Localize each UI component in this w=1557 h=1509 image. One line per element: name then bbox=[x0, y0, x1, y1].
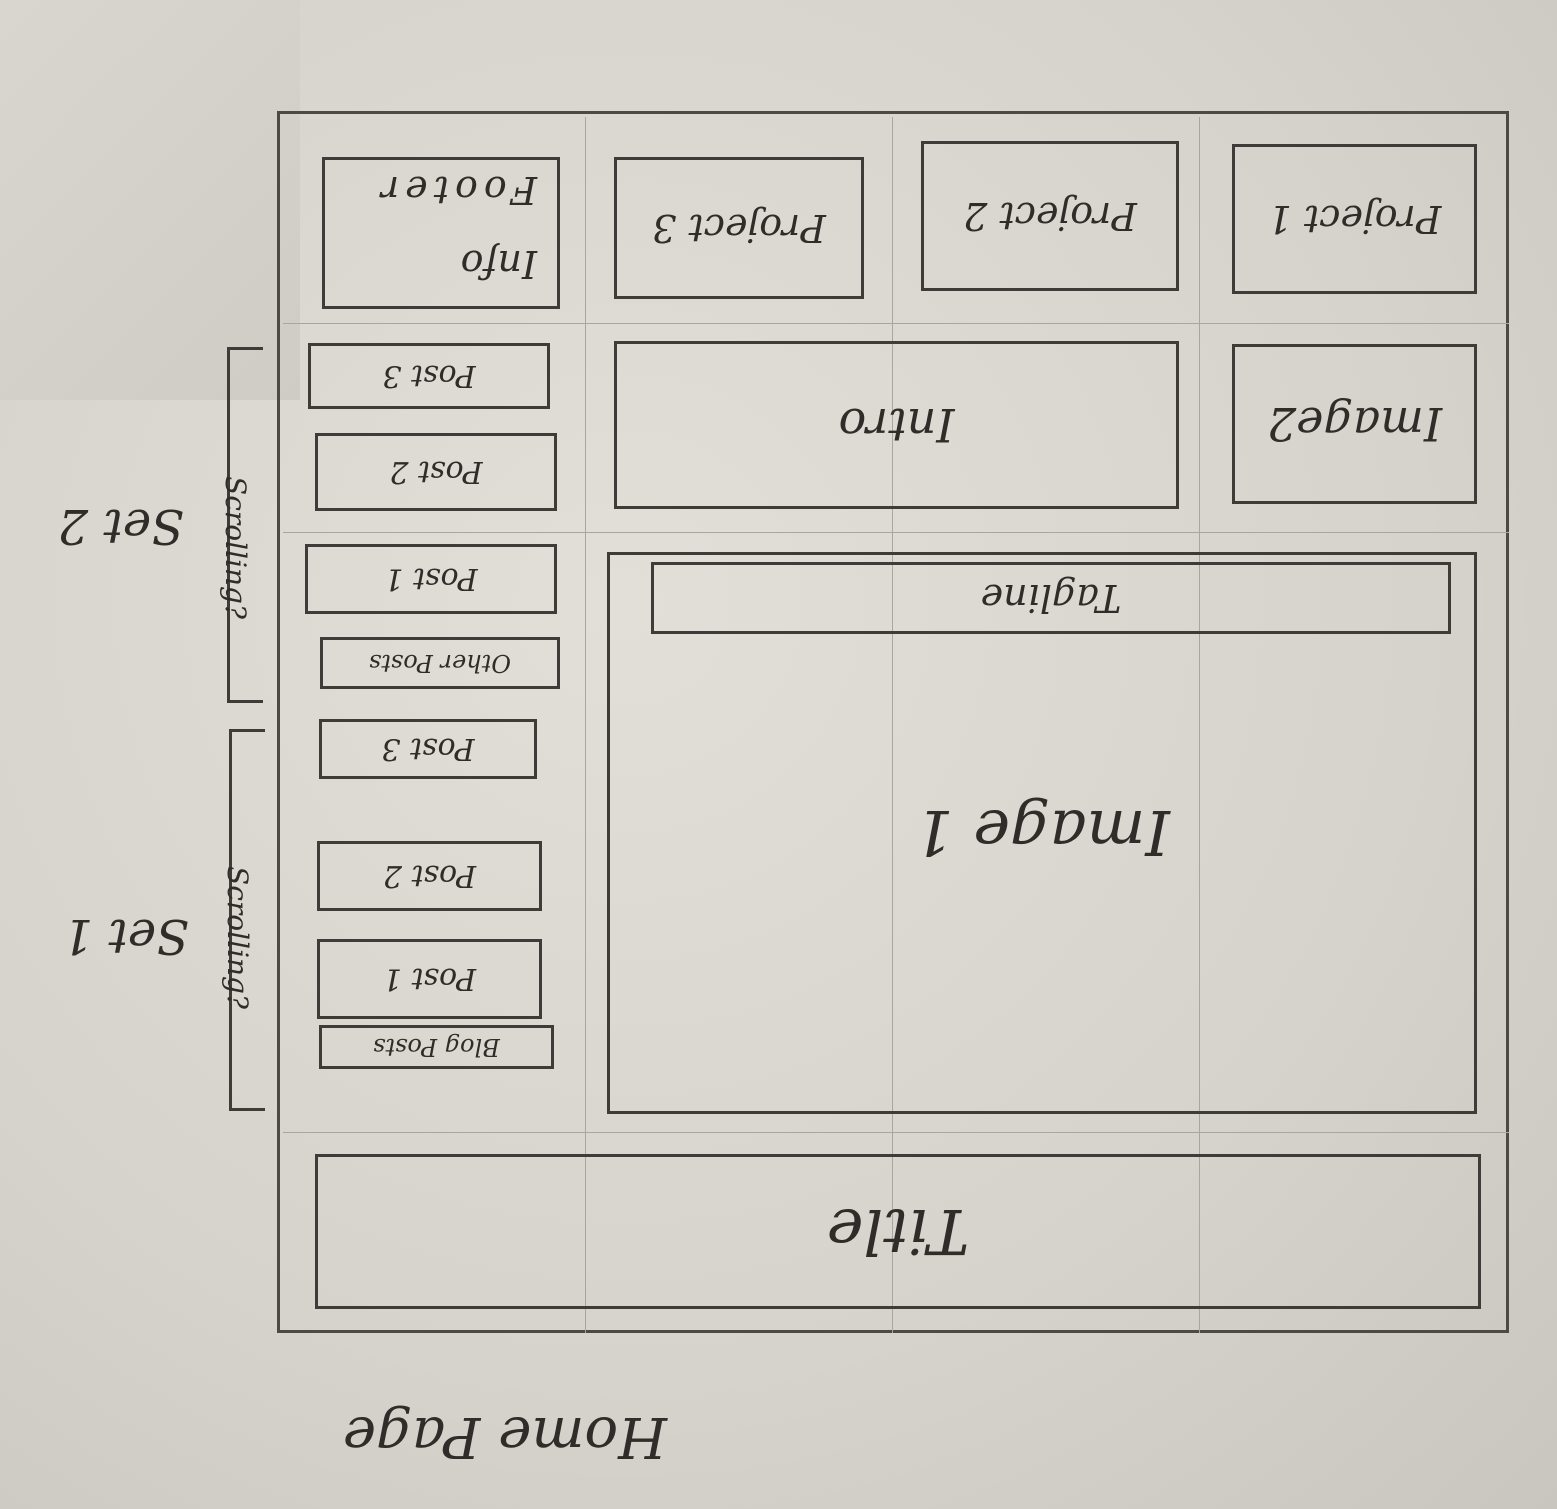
set1-post3-label: Post 3 bbox=[381, 731, 475, 767]
image2-label: Image2 bbox=[1266, 397, 1443, 451]
tagline-box: Tagline bbox=[651, 562, 1451, 634]
grid-line bbox=[283, 323, 1509, 324]
page-label: Home Page bbox=[342, 1404, 667, 1469]
footer-box: Info Footer bbox=[322, 157, 560, 309]
project1-box: Project 1 bbox=[1232, 144, 1477, 294]
set1-post3-box: Post 3 bbox=[319, 719, 537, 779]
set1-post2-box: Post 2 bbox=[317, 841, 542, 911]
project2-label: Project 2 bbox=[963, 194, 1137, 238]
set2-post3-box: Post 3 bbox=[308, 343, 550, 409]
project2-box: Project 2 bbox=[921, 141, 1179, 291]
set1-post2-label: Post 2 bbox=[382, 858, 477, 894]
set2-post1-label: Post 1 bbox=[384, 561, 478, 597]
set1-post1-box: Post 1 bbox=[317, 939, 542, 1019]
set1-label: Set 1 bbox=[62, 908, 189, 964]
set1-post1-label: Post 1 bbox=[382, 961, 477, 997]
set1-header-box: Blog Posts bbox=[319, 1025, 554, 1069]
grid-line bbox=[283, 1132, 1509, 1133]
torn-paper-corner bbox=[0, 0, 300, 400]
set2-label: Set 2 bbox=[57, 498, 184, 554]
set1-scroll-note: Scrolling? bbox=[221, 866, 254, 1009]
image1-label: Image 1 bbox=[914, 796, 1170, 870]
set2-header-box: Other Posts bbox=[320, 637, 560, 689]
grid-line bbox=[585, 117, 586, 1333]
set1-header-label: Blog Posts bbox=[373, 1033, 500, 1061]
grid-line bbox=[283, 532, 1509, 533]
set2-header-label: Other Posts bbox=[369, 649, 511, 677]
set2-post3-label: Post 3 bbox=[382, 358, 476, 394]
intro-label: Intro bbox=[838, 398, 955, 452]
title-box: Title bbox=[315, 1154, 1481, 1309]
tagline-label: Tagline bbox=[980, 576, 1122, 620]
title-label: Title bbox=[826, 1195, 970, 1268]
project3-label: Project 3 bbox=[652, 206, 826, 250]
set2-post2-label: Post 2 bbox=[389, 454, 483, 490]
intro-box: Intro bbox=[614, 341, 1179, 509]
image1-box: Image 1 bbox=[607, 552, 1477, 1114]
set2-post2-box: Post 2 bbox=[315, 433, 557, 511]
image2-box: Image2 bbox=[1232, 344, 1477, 504]
footer-info-label: Info bbox=[460, 242, 537, 286]
set2-post1-box: Post 1 bbox=[305, 544, 557, 614]
set2-scroll-note: Scrolling? bbox=[219, 476, 252, 619]
project1-label: Project 1 bbox=[1267, 197, 1442, 241]
project3-box: Project 3 bbox=[614, 157, 864, 299]
footer-label: Footer bbox=[375, 168, 537, 212]
